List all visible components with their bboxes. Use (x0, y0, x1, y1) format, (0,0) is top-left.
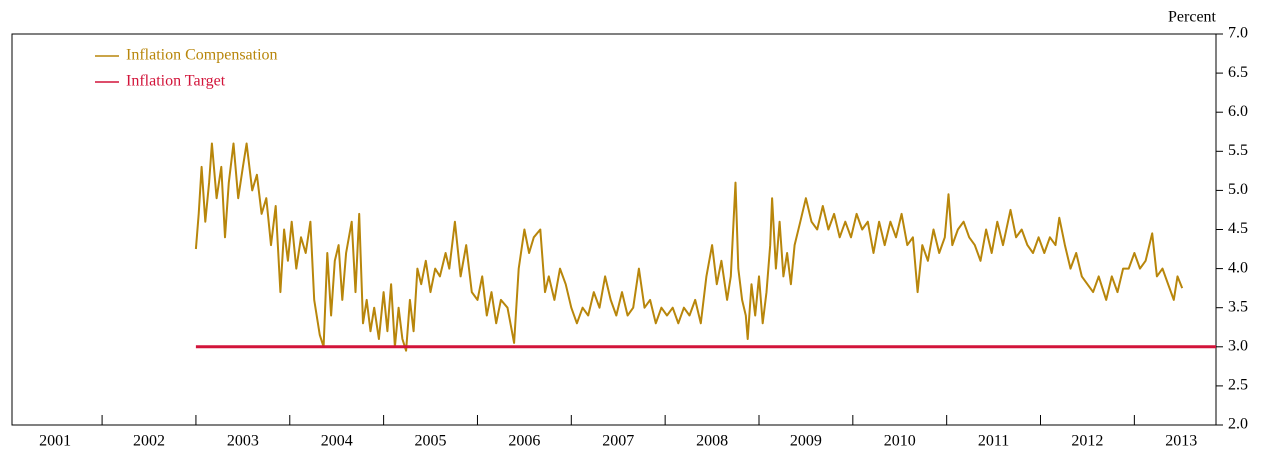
x-tick-label: 2010 (884, 433, 916, 450)
legend-label: Inflation Compensation (126, 47, 278, 64)
y-tick-label: 4.0 (1228, 259, 1248, 276)
y-tick-label: 5.5 (1228, 142, 1248, 159)
x-tick-label: 2009 (790, 433, 822, 450)
x-tick-label: 2003 (227, 433, 259, 450)
series-line (194, 142, 1184, 352)
x-tick-label: 2007 (602, 433, 634, 450)
y-tick-label: 2.5 (1228, 377, 1248, 394)
y-tick-label: 4.5 (1228, 220, 1248, 237)
y-tick-label: 3.0 (1228, 337, 1248, 354)
y-tick-label: 2.0 (1228, 416, 1248, 433)
y-tick-label: 3.5 (1228, 298, 1248, 315)
y-tick-label: 6.5 (1228, 64, 1248, 81)
y-tick-label: 7.0 (1228, 25, 1248, 42)
y-tick-label: 6.0 (1228, 103, 1248, 120)
plot-frame (11, 33, 1217, 426)
x-tick-label: 2002 (133, 433, 165, 450)
x-tick-label: 2004 (321, 433, 353, 450)
x-tick-label: 2005 (415, 433, 447, 450)
x-tick-label: 2012 (1071, 433, 1103, 450)
y-tick-label: 5.0 (1228, 181, 1248, 198)
y-axis-label: Percent (1168, 9, 1217, 26)
x-tick-label: 2008 (696, 433, 728, 450)
legend-label: Inflation Target (126, 73, 226, 90)
x-tick-label: 2013 (1165, 433, 1197, 450)
x-tick-label: 2011 (978, 433, 1009, 450)
x-tick-label: 2001 (39, 433, 71, 450)
x-tick-label: 2006 (508, 433, 540, 450)
